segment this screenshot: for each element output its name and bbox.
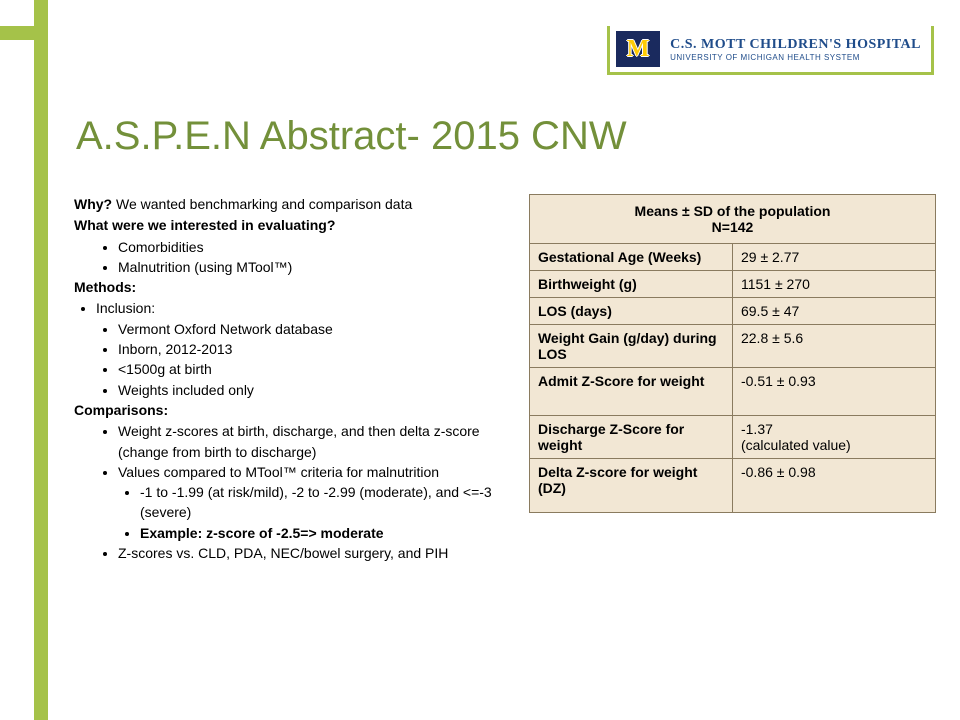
logo-line1: C.S. MOTT CHILDREN'S HOSPITAL <box>670 37 921 53</box>
right-table-column: Means ± SD of the population N=142 Gesta… <box>529 194 936 563</box>
interest-label: What were we interested in evaluating? <box>74 217 335 233</box>
table-row: Discharge Z-Score for weight-1.37 (calcu… <box>529 416 935 459</box>
accent-horizontal-bar <box>0 26 48 40</box>
table-row: Weight Gain (g/day) during LOS22.8 ± 5.6 <box>529 325 935 368</box>
accent-vertical-bar <box>34 0 48 720</box>
methods-label: Methods: <box>74 279 136 295</box>
list-item: Weight z-scores at birth, discharge, and… <box>118 421 515 462</box>
list-item: Z-scores vs. CLD, PDA, NEC/bowel surgery… <box>118 543 515 563</box>
list-item: Weights included only <box>118 380 515 400</box>
slide-frame: M C.S. MOTT CHILDREN'S HOSPITAL UNIVERSI… <box>48 26 960 720</box>
list-item: Inborn, 2012-2013 <box>118 339 515 359</box>
inclusion-label: Inclusion: <box>96 300 155 316</box>
list-item: -1 to -1.99 (at risk/mild), -2 to -2.99 … <box>140 482 515 523</box>
list-item: <1500g at birth <box>118 359 515 379</box>
table-row: Gestational Age (Weeks)29 ± 2.77 <box>529 244 935 271</box>
list-item: Malnutrition (using MTool™) <box>118 257 515 277</box>
content-area: Why? We wanted benchmarking and comparis… <box>74 194 936 563</box>
list-item: Vermont Oxford Network database <box>118 319 515 339</box>
list-item: Comorbidities <box>118 237 515 257</box>
table-row: Admit Z-Score for weight-0.51 ± 0.93 <box>529 368 935 416</box>
left-text-column: Why? We wanted benchmarking and comparis… <box>74 194 515 563</box>
why-text: We wanted benchmarking and comparison da… <box>112 196 412 212</box>
list-item: Values compared to MTool™ criteria for m… <box>118 464 439 480</box>
list-item: Example: z-score of -2.5=> moderate <box>140 525 384 541</box>
table-header: Means ± SD of the population N=142 <box>529 195 935 244</box>
hospital-logo: M C.S. MOTT CHILDREN'S HOSPITAL UNIVERSI… <box>607 26 934 75</box>
table-row: LOS (days)69.5 ± 47 <box>529 298 935 325</box>
comparisons-label: Comparisons: <box>74 402 168 418</box>
table-row: Delta Z-score for weight (DZ)-0.86 ± 0.9… <box>529 459 935 513</box>
population-stats-table: Means ± SD of the population N=142 Gesta… <box>529 194 936 513</box>
table-row: Birthweight (g)1151 ± 270 <box>529 271 935 298</box>
slide-title: A.S.P.E.N Abstract- 2015 CNW <box>76 114 627 159</box>
logo-line2: UNIVERSITY OF MICHIGAN HEALTH SYSTEM <box>670 53 921 62</box>
michigan-block-m-icon: M <box>616 31 660 67</box>
why-label: Why? <box>74 196 112 212</box>
